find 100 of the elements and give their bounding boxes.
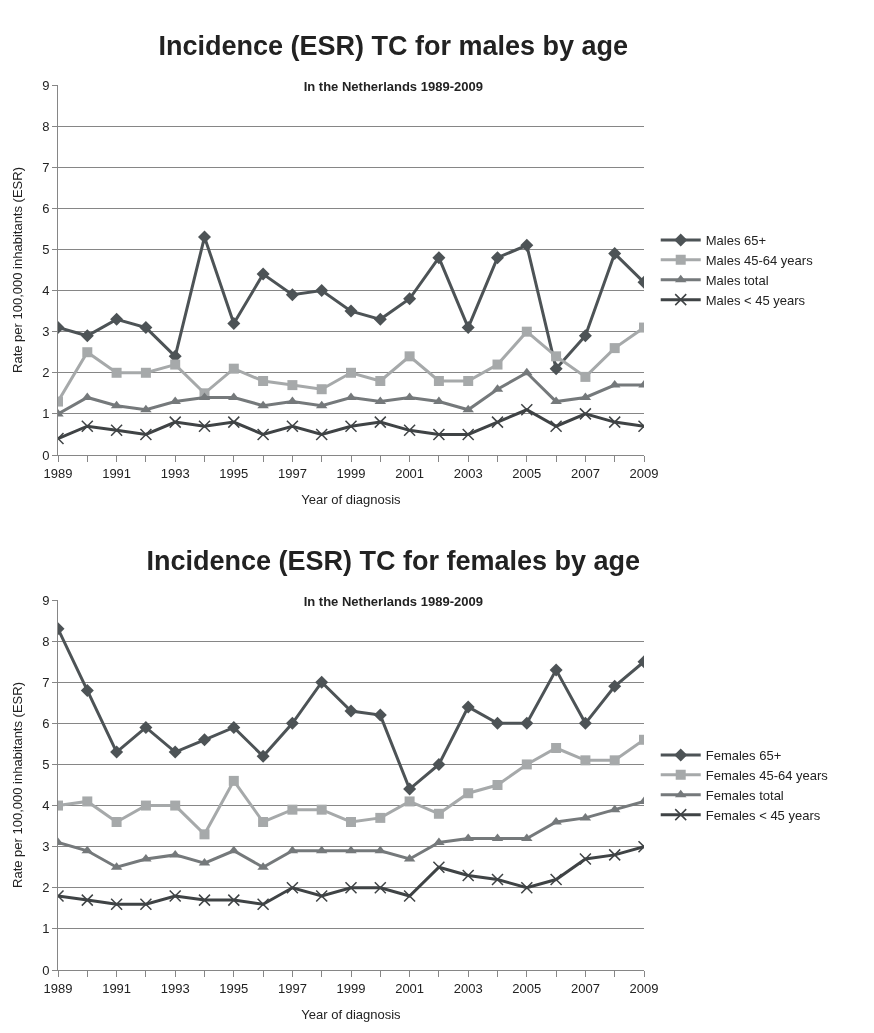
y-tick-label: 1	[42, 921, 50, 937]
point	[169, 849, 181, 858]
point	[346, 817, 356, 827]
point	[580, 755, 591, 766]
point	[168, 889, 182, 903]
x-tick-label: 2003	[453, 980, 483, 996]
point	[432, 251, 446, 265]
point	[346, 367, 356, 378]
point	[521, 759, 532, 770]
legend-label: Females 65+	[705, 748, 782, 764]
point	[608, 848, 621, 862]
y-tick-label: 0	[42, 962, 50, 978]
point	[404, 796, 415, 807]
point	[110, 897, 123, 911]
y-tick-label: 6	[42, 715, 50, 731]
point	[403, 782, 417, 796]
point	[461, 700, 475, 714]
point	[609, 343, 620, 354]
point	[82, 796, 93, 807]
point	[228, 363, 239, 374]
point	[139, 897, 153, 911]
point	[111, 367, 122, 378]
y-tick-label: 4	[42, 798, 50, 814]
x-tick-label: 1997	[277, 980, 307, 996]
legend-label: Females 45-64 years	[705, 767, 829, 783]
point	[578, 329, 592, 343]
point	[315, 675, 329, 689]
point	[170, 800, 181, 811]
point	[432, 860, 446, 874]
x-tick-label: 2005	[512, 980, 542, 996]
point	[257, 400, 269, 409]
point	[433, 808, 444, 819]
point	[461, 869, 475, 882]
point	[549, 663, 563, 677]
point	[608, 247, 622, 261]
point	[285, 288, 299, 302]
point	[227, 415, 241, 429]
point	[433, 837, 445, 846]
point	[551, 351, 562, 362]
point	[521, 367, 533, 376]
x-tick-label: 2007	[570, 980, 600, 996]
point	[549, 873, 563, 886]
point	[403, 424, 416, 437]
x-tick-label: 2005	[512, 465, 542, 481]
x-tick-label: 1991	[102, 980, 132, 996]
x-tick-label: 1999	[336, 465, 366, 481]
point	[521, 326, 532, 337]
x-tick-label: 1993	[160, 980, 190, 996]
x-tick-label: 1989	[43, 465, 73, 481]
point	[492, 359, 503, 370]
y-tick-label: 8	[42, 118, 50, 134]
point	[256, 428, 270, 441]
point	[81, 419, 94, 433]
x-tick-label: 1991	[102, 465, 132, 481]
point	[227, 720, 241, 734]
x-tick-label: 2003	[453, 465, 483, 481]
point	[80, 683, 94, 697]
point	[608, 679, 622, 693]
point	[344, 304, 358, 318]
point	[140, 800, 151, 811]
point	[80, 329, 94, 343]
point	[375, 376, 386, 386]
point	[287, 804, 298, 815]
point	[432, 428, 446, 441]
point	[140, 404, 152, 413]
legend-label: Males 45-64 years	[705, 252, 814, 268]
point	[520, 716, 534, 730]
x-axis-title: Year of diagnosis	[301, 1007, 402, 1022]
point	[316, 384, 327, 395]
y-axis-title: Rate per 100,000 inhabitants (ESR)	[10, 167, 25, 373]
point	[139, 720, 153, 734]
point	[82, 347, 93, 358]
x-tick-label: 2009	[629, 980, 659, 996]
point	[403, 292, 417, 306]
x-tick-label: 1997	[277, 465, 307, 481]
point	[432, 757, 446, 771]
y-tick-label: 8	[42, 633, 50, 649]
point	[286, 881, 299, 895]
legend-label: Females total	[705, 787, 784, 803]
point	[198, 733, 211, 747]
chart-title: Incidence (ESR) TC for females by age	[146, 545, 641, 576]
point	[579, 852, 592, 866]
point	[139, 428, 153, 441]
point	[374, 881, 387, 895]
x-tick-label: 2009	[629, 465, 659, 481]
point	[374, 415, 387, 429]
point	[403, 889, 416, 903]
point	[170, 359, 181, 370]
point	[168, 745, 182, 759]
point	[227, 893, 241, 907]
point	[491, 873, 504, 886]
point	[404, 351, 415, 362]
point	[110, 424, 123, 437]
point	[139, 321, 153, 335]
point	[256, 897, 270, 911]
y-tick-label: 5	[42, 756, 50, 772]
point	[520, 403, 534, 417]
chart-title: Incidence (ESR) TC for males by age	[158, 30, 629, 61]
point	[549, 362, 563, 376]
point	[199, 829, 210, 840]
